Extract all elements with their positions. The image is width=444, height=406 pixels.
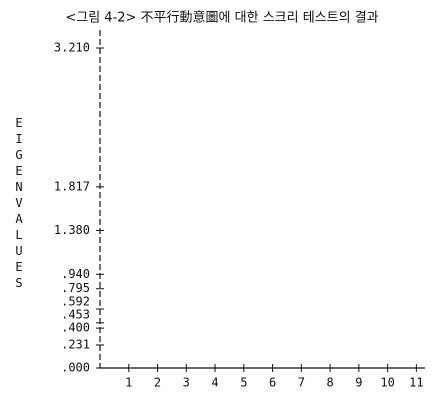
y-tick-label: .592 xyxy=(61,295,90,309)
x-tick-label: 6 xyxy=(269,376,276,390)
x-tick-label: 10 xyxy=(380,376,394,390)
x-tick-label: 7 xyxy=(298,376,305,390)
y-tick-label: 3.210 xyxy=(54,41,90,55)
y-tick-label: .231 xyxy=(61,337,90,351)
x-tick-label: 2 xyxy=(154,376,161,390)
y-tick-label: .453 xyxy=(61,308,90,322)
x-tick-label: 9 xyxy=(355,376,362,390)
y-tick-label: .795 xyxy=(61,281,90,295)
y-tick-label: .000 xyxy=(61,361,90,375)
chart-title: <그림 4-2> 不平行動意圖에 대한 스크리 테스트의 결과 xyxy=(65,10,378,26)
x-tick-label: 3 xyxy=(183,376,190,390)
y-tick-label: .940 xyxy=(61,267,90,281)
x-tick-label: 4 xyxy=(211,376,218,390)
x-tick-label: 8 xyxy=(326,376,333,390)
x-tick-label: 11 xyxy=(409,376,423,390)
y-tick-label: 1.380 xyxy=(54,223,90,237)
x-tick-label: 1 xyxy=(125,376,132,390)
y-tick-label: .400 xyxy=(61,321,90,335)
y-tick-label: 1.817 xyxy=(54,179,90,193)
x-tick-label: 5 xyxy=(240,376,247,390)
y-axis-label: EIGENVALUES xyxy=(12,116,26,292)
